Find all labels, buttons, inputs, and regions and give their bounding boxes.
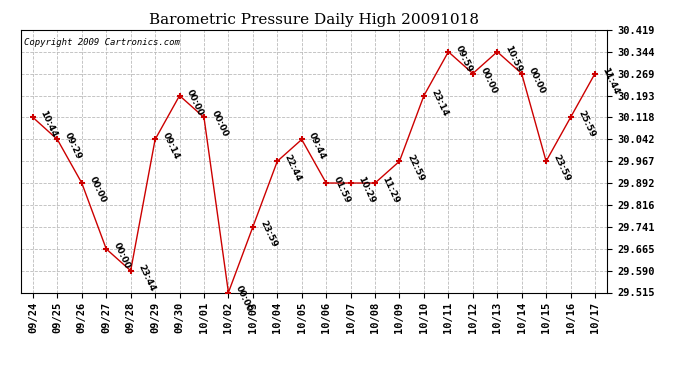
Text: 10:29: 10:29 bbox=[356, 175, 377, 205]
Text: 11:44: 11:44 bbox=[600, 66, 621, 96]
Text: 23:44: 23:44 bbox=[136, 263, 157, 293]
Text: 09:14: 09:14 bbox=[161, 132, 181, 161]
Text: 09:44: 09:44 bbox=[307, 132, 328, 162]
Title: Barometric Pressure Daily High 20091018: Barometric Pressure Daily High 20091018 bbox=[149, 13, 479, 27]
Text: 00:00: 00:00 bbox=[527, 66, 547, 95]
Text: 09:29: 09:29 bbox=[63, 132, 83, 161]
Text: 23:14: 23:14 bbox=[429, 88, 450, 117]
Text: 00:00: 00:00 bbox=[112, 241, 132, 270]
Text: Copyright 2009 Cartronics.com: Copyright 2009 Cartronics.com bbox=[23, 38, 179, 47]
Text: 00:00: 00:00 bbox=[478, 66, 498, 95]
Text: 22:59: 22:59 bbox=[405, 153, 425, 183]
Text: 11:29: 11:29 bbox=[381, 175, 401, 205]
Text: 00:00: 00:00 bbox=[210, 110, 230, 139]
Text: 09:59: 09:59 bbox=[454, 44, 474, 74]
Text: 01:59: 01:59 bbox=[332, 175, 352, 205]
Text: 00:00: 00:00 bbox=[234, 285, 254, 314]
Text: 22:44: 22:44 bbox=[283, 153, 303, 183]
Text: 00:00: 00:00 bbox=[88, 175, 108, 204]
Text: 23:59: 23:59 bbox=[259, 219, 279, 249]
Text: 00:00: 00:00 bbox=[185, 88, 205, 117]
Text: 10:44: 10:44 bbox=[39, 110, 59, 139]
Text: 25:59: 25:59 bbox=[576, 110, 596, 139]
Text: 23:59: 23:59 bbox=[552, 153, 572, 183]
Text: 10:59: 10:59 bbox=[503, 44, 523, 74]
